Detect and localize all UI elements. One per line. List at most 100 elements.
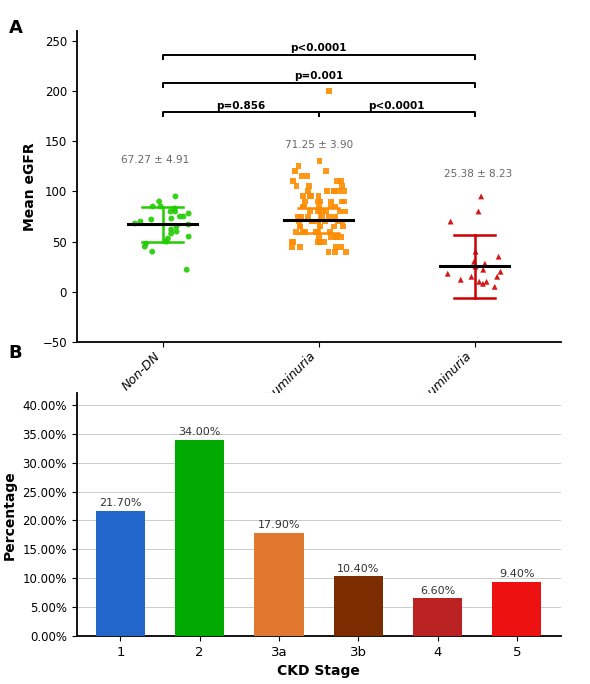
Point [321,166,330,176]
Point [340,206,350,217]
Point [490,281,499,292]
Point [482,276,491,287]
Point [471,261,480,272]
Point [326,226,335,237]
Point [336,176,346,187]
Point [156,201,165,212]
Point [146,214,156,225]
Point [293,211,302,222]
Point [324,211,334,222]
Point [316,221,325,232]
Point [287,241,297,252]
Point [332,176,342,187]
Point [170,203,179,214]
Point [163,233,173,244]
Point [324,86,334,96]
Point [316,196,325,207]
Point [326,196,336,207]
Point [141,238,150,249]
Point [333,216,343,227]
Point [313,236,323,247]
Text: 6.60%: 6.60% [420,586,455,596]
Point [179,211,188,222]
Text: 21.70%: 21.70% [99,499,142,508]
Point [318,211,327,222]
Y-axis label: Percentage: Percentage [3,470,17,560]
Point [314,196,323,207]
Point [166,228,176,239]
Text: 34.00%: 34.00% [178,428,221,437]
Point [493,272,502,282]
Point [300,196,309,207]
Point [304,181,314,192]
Point [296,211,306,222]
Point [172,221,181,232]
Point [300,226,310,237]
Point [296,241,305,252]
Text: 9.40%: 9.40% [499,570,535,579]
Point [155,196,164,207]
Point [300,201,309,212]
Text: B: B [9,344,22,362]
Point [330,246,340,257]
Bar [175,440,224,636]
Point [299,191,308,202]
Text: 67.27 ± 4.91: 67.27 ± 4.91 [120,155,189,166]
Point [312,226,321,237]
Point [318,206,327,217]
Point [314,201,323,212]
Point [316,236,325,247]
Point [312,226,322,237]
Point [171,191,180,202]
Point [314,191,323,202]
Point [474,276,484,287]
Point [172,226,181,237]
Point [299,201,308,212]
Point [322,186,332,197]
Text: 25.38 ± 8.23: 25.38 ± 8.23 [444,170,512,179]
Point [322,206,331,217]
Point [298,226,307,237]
Point [324,246,333,257]
Point [334,186,343,197]
X-axis label: CKD Stage: CKD Stage [277,664,360,679]
Text: p=0.856: p=0.856 [216,101,265,111]
Point [474,206,483,217]
Text: p<0.0001: p<0.0001 [290,43,347,53]
Point [330,201,340,212]
Point [292,181,301,192]
Point [148,246,157,257]
Point [443,268,453,279]
Point [287,236,297,247]
Bar [492,582,542,636]
Point [183,219,193,230]
Text: p=0.001: p=0.001 [294,72,343,81]
Point [314,231,323,242]
Point [330,186,339,197]
Point [302,171,312,182]
Point [467,272,476,282]
Point [478,264,488,275]
Point [297,171,306,182]
Point [332,231,341,242]
Point [314,206,323,217]
Bar [413,598,462,636]
Point [332,231,341,242]
Point [294,216,304,227]
Point [331,211,340,222]
Point [307,216,317,227]
Point [171,206,180,217]
Point [476,191,486,202]
Point [336,241,346,252]
Point [306,191,316,202]
Point [130,218,140,229]
Point [307,216,316,227]
Point [288,176,297,187]
Point [306,191,315,202]
Y-axis label: Mean eGFR: Mean eGFR [23,142,37,231]
Point [339,186,349,197]
Point [478,278,488,289]
Point [336,206,345,217]
Point [291,166,300,176]
Text: A: A [9,19,23,37]
